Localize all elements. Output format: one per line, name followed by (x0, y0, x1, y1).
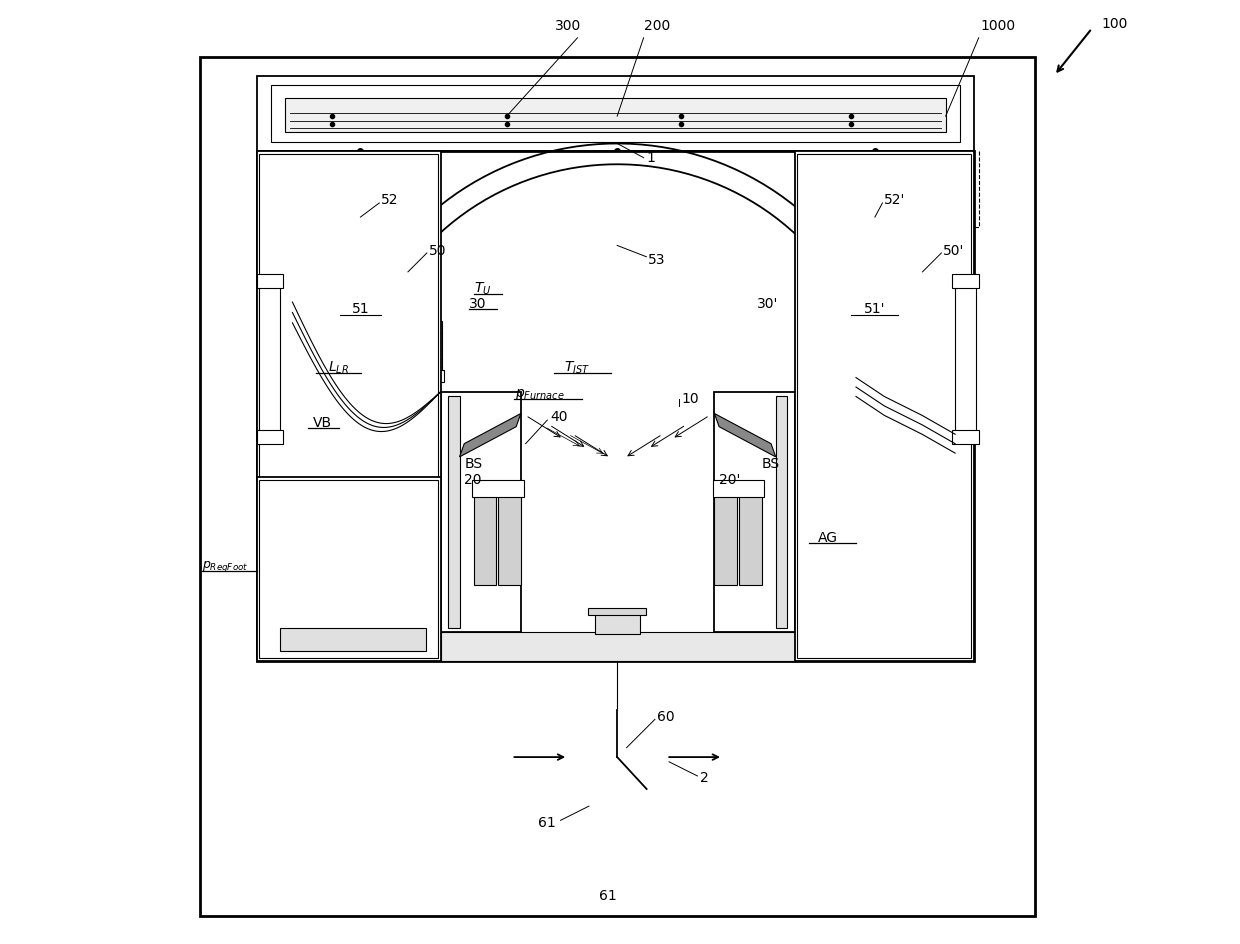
Text: $L_{LR}$: $L_{LR}$ (329, 360, 350, 377)
Bar (259, 154, 438, 479)
Bar (257, 477, 440, 661)
Bar (257, 274, 283, 288)
Bar (257, 430, 283, 444)
Bar (802, 321, 827, 373)
Text: 2: 2 (701, 771, 709, 784)
Bar (270, 85, 960, 142)
Text: $T_{IST}$: $T_{IST}$ (564, 360, 590, 377)
Bar (440, 392, 521, 632)
Text: 20': 20' (719, 473, 740, 486)
Text: 1: 1 (646, 151, 655, 164)
Bar (594, 614, 640, 634)
Bar (955, 283, 976, 434)
Bar (952, 430, 978, 444)
Text: 53: 53 (649, 253, 666, 266)
Bar (259, 480, 438, 658)
Bar (776, 396, 787, 628)
Text: BS: BS (464, 458, 482, 471)
Text: $p_{Furnace}$: $p_{Furnace}$ (515, 387, 564, 402)
Bar (448, 396, 460, 628)
Bar (714, 496, 737, 585)
Text: 10: 10 (681, 393, 699, 406)
Bar (797, 154, 971, 658)
Bar (929, 370, 959, 382)
Bar (280, 628, 427, 651)
Bar (931, 321, 956, 373)
Bar (285, 370, 315, 382)
Text: 61: 61 (599, 889, 616, 902)
Bar (800, 370, 830, 382)
Bar (257, 151, 440, 481)
Bar (498, 496, 521, 585)
Bar (259, 283, 280, 434)
Polygon shape (460, 413, 521, 457)
Bar (257, 151, 973, 661)
Bar (257, 76, 973, 151)
Text: 200: 200 (644, 19, 670, 33)
Bar (713, 480, 764, 497)
Bar (200, 57, 1035, 916)
Bar (474, 496, 496, 585)
Bar (471, 480, 523, 497)
Text: 52': 52' (884, 194, 905, 207)
Text: 60: 60 (657, 711, 675, 724)
Text: 50: 50 (429, 244, 446, 258)
Text: 30': 30' (756, 297, 779, 311)
Text: 51': 51' (864, 302, 885, 315)
Text: 61: 61 (538, 817, 556, 830)
Text: AG: AG (817, 531, 838, 545)
Bar (588, 608, 646, 615)
Bar (739, 496, 761, 585)
Text: 300: 300 (556, 19, 582, 33)
Text: 51: 51 (352, 302, 370, 315)
Text: 100: 100 (1101, 17, 1128, 30)
Bar (285, 98, 946, 132)
Bar (952, 274, 978, 288)
Text: 30: 30 (469, 297, 486, 311)
Text: $p_{RegFoot}$: $p_{RegFoot}$ (202, 559, 248, 574)
Text: 52: 52 (381, 194, 399, 207)
Text: BS: BS (761, 458, 780, 471)
Bar (414, 370, 444, 382)
Bar (440, 632, 795, 661)
Bar (714, 392, 795, 632)
Text: 40: 40 (551, 411, 568, 424)
Text: 20: 20 (464, 473, 481, 486)
Text: 50': 50' (944, 244, 965, 258)
Bar (795, 151, 973, 661)
Text: 1000: 1000 (981, 19, 1016, 33)
Bar (288, 321, 312, 373)
Text: VB: VB (312, 416, 332, 430)
Bar (417, 321, 441, 373)
Text: $T_U$: $T_U$ (474, 280, 491, 297)
Polygon shape (714, 413, 776, 457)
